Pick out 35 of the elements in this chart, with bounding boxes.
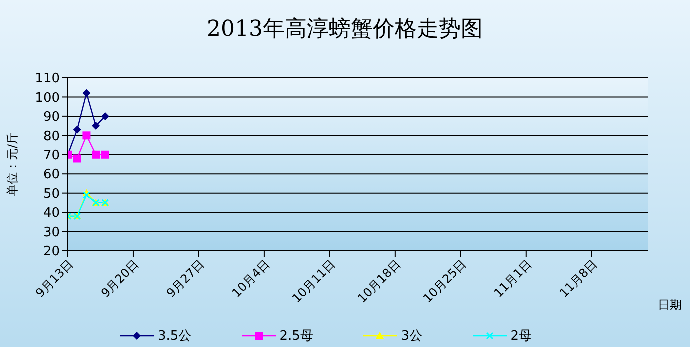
y-tick-label: 80 [43,129,60,144]
y-tick-label: 100 [35,90,60,106]
y-tick-label: 40 [43,206,60,222]
y-tick-label: 60 [43,168,60,183]
x-tick-label: 9月20日 [98,257,142,300]
legend-label: 2.5母 [278,328,314,345]
point [73,126,82,134]
x-tick-label: 10月25日 [420,257,470,306]
point [92,122,100,130]
point [82,192,90,200]
legend-label: 3.5公 [157,328,192,345]
x-tick-label: 9月27日 [164,257,208,300]
y-tick-label: 20 [43,244,60,260]
y-tick-label: 50 [43,186,60,202]
x-tick-label: 9月13日 [33,257,76,300]
y-tick-label: 90 [43,110,60,126]
chart-title: 2013年高淳螃蟹价格走势图 [206,16,484,44]
x-tick-label: 10月18日 [355,257,404,306]
x-tick-label: 10月4日 [230,257,273,300]
x-tick-label: 10月11日 [290,257,338,306]
y-tick-label: 70 [43,148,60,164]
y-tick-label: 110 [35,72,60,87]
y-tick-label: 30 [43,225,60,240]
legend-label: 3公 [400,328,423,345]
x-axis-title: 日期 [658,298,682,312]
point [101,112,110,120]
x-tick-label: 11月1日 [491,257,535,300]
point [92,150,100,159]
legend-label: 2母 [510,328,532,345]
point [101,150,110,159]
point [73,154,82,163]
y-axis-title: 单位：元/斤 [5,132,20,197]
point [82,132,91,140]
point [82,89,91,98]
x-tick-label: 11月8日 [556,257,600,300]
